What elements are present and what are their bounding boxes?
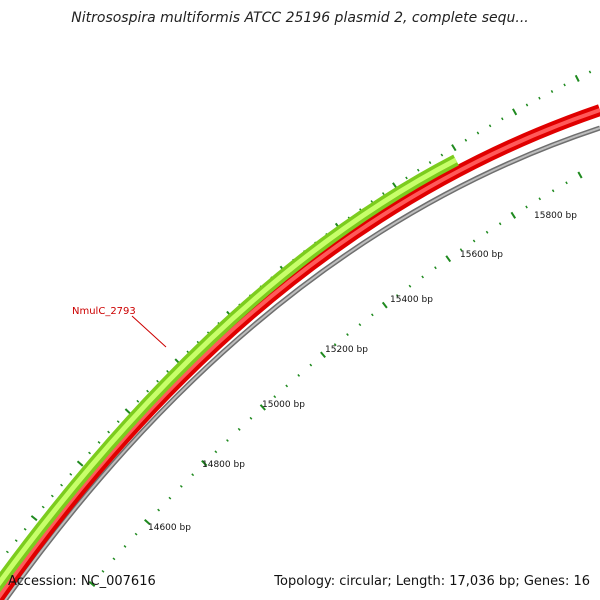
inner-tick-minor [179, 484, 183, 488]
outer-tick-minor [146, 389, 150, 393]
inner-tick-minor [333, 343, 337, 347]
outer-tick-minor [440, 153, 444, 157]
tick-label-15000: 15000 bp [262, 400, 305, 410]
outer-tick-minor [488, 124, 492, 128]
inner-tick-minor [273, 395, 277, 399]
outer-tick-major [451, 144, 457, 152]
inner-tick-marks [88, 171, 583, 588]
gene-label-leader [131, 315, 167, 348]
outer-tick-minor [88, 451, 91, 455]
inner-tick-major [577, 171, 583, 179]
gene-nmulc-2793-highlight [0, 157, 458, 587]
inner-tick-minor [297, 374, 301, 377]
outer-tick-minor [563, 83, 566, 87]
inner-tick-minor [214, 450, 218, 454]
outer-tick-major [124, 408, 132, 415]
reverse-strand-highlight [0, 108, 600, 599]
outer-tick-minor [156, 379, 159, 383]
outer-tick-minor [60, 483, 64, 487]
outer-tick-minor [428, 161, 432, 164]
inner-tick-minor [538, 197, 542, 201]
inner-tick-minor [358, 323, 362, 327]
outer-tick-minor [116, 420, 120, 424]
outer-tick-minor [166, 369, 169, 373]
outer-tick-minor [69, 472, 73, 476]
inner-tick-minor [472, 239, 476, 243]
reverse-strand-band [0, 104, 600, 600]
gene-label-nmulc-2793[interactable]: NmulC_2793 [72, 306, 136, 317]
outer-tick-minor [5, 550, 9, 554]
outer-tick-minor [464, 138, 468, 142]
inner-tick-major [201, 460, 208, 467]
inner-tick-major [445, 255, 452, 263]
tick-label-15600: 15600 bp [460, 250, 503, 260]
inner-tick-minor [123, 545, 127, 548]
tick-label-15200: 15200 bp [325, 345, 368, 355]
inner-tick-minor [408, 284, 412, 288]
outer-tick-minor [381, 192, 385, 196]
outer-tick-minor [97, 441, 101, 444]
map-title: Nitrosospira multiformis ATCC 25196 plas… [71, 10, 529, 26]
inner-tick-minor [157, 508, 161, 512]
outer-tick-major [76, 460, 84, 467]
outer-tick-minor [525, 103, 529, 107]
inner-tick-minor [249, 416, 253, 420]
inner-tick-minor [565, 181, 568, 185]
outer-tick-minor [405, 176, 408, 180]
inner-tick-minor [134, 532, 138, 536]
inner-tick-major [259, 404, 266, 411]
accession-text: Accession: NC_007616 [8, 574, 156, 589]
outer-tick-minor [14, 539, 18, 542]
inner-tick-minor [434, 266, 437, 270]
inner-tick-minor [112, 557, 116, 561]
inner-tick-major [381, 301, 388, 309]
inner-tick-minor [237, 427, 241, 431]
inner-tick-minor [421, 275, 424, 279]
inner-tick-major [510, 211, 517, 219]
outer-tick-major [30, 515, 38, 522]
outer-tick-minor [538, 96, 541, 100]
outer-tick-minor [50, 494, 54, 498]
outer-tick-minor [41, 505, 45, 509]
outer-tick-minor [136, 399, 140, 403]
tick-label-15400: 15400 bp [390, 295, 433, 305]
inner-tick-minor [498, 222, 502, 226]
topology-info: Topology: circular; Length: 17,036 bp; G… [274, 574, 590, 589]
tick-label-14800: 14800 bp [202, 460, 245, 470]
outer-tick-minor [416, 168, 420, 172]
inner-tick-major [88, 580, 96, 588]
inner-tick-minor [226, 439, 229, 442]
outer-tick-major [574, 74, 580, 82]
outer-tick-minor [501, 117, 504, 121]
inner-tick-minor [346, 333, 349, 336]
inner-tick-minor [191, 473, 195, 477]
inner-tick-major [144, 518, 151, 526]
inner-tick-minor [371, 313, 374, 317]
inner-tick-minor [101, 569, 105, 573]
outer-tick-major [512, 108, 518, 116]
inner-tick-minor [285, 384, 289, 388]
outer-tick-minor [588, 70, 592, 74]
tick-label-14600: 14600 bp [148, 523, 191, 533]
inner-tick-minor [459, 248, 463, 252]
inner-tick-minor [485, 230, 489, 234]
outer-tick-minor [107, 430, 111, 434]
inner-tick-major [320, 351, 326, 359]
inner-tick-minor [525, 205, 528, 209]
inner-tick-minor [309, 363, 313, 367]
outer-tick-minor [550, 90, 554, 93]
inner-tick-minor [396, 294, 399, 298]
tick-label-15800: 15800 bp [534, 211, 577, 221]
outer-tick-minor [23, 527, 27, 531]
inner-tick-minor [168, 496, 172, 500]
outer-tick-minor [476, 131, 480, 135]
inner-tick-minor [551, 189, 555, 193]
sequence-backbone [2, 125, 600, 600]
sequence-backbone-highlight [4, 127, 600, 600]
